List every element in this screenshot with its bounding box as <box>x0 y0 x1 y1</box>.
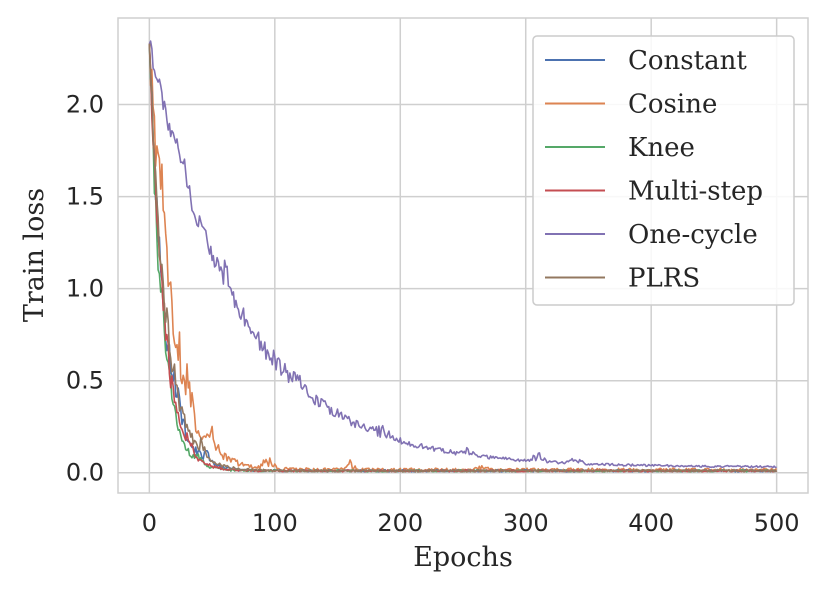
x-axis-label: Epochs <box>413 542 513 573</box>
series-lines <box>148 40 778 473</box>
y-axis-label: Train loss <box>19 188 50 322</box>
series-line-plrs <box>148 43 778 473</box>
y-tick-label: 1.0 <box>66 275 104 303</box>
legend-label: One-cycle <box>628 220 758 250</box>
plot-frame <box>117 17 809 494</box>
x-tick-label: 500 <box>754 509 800 537</box>
legend-label: Cosine <box>628 90 717 120</box>
x-tick-label: 400 <box>628 509 674 537</box>
series-line-cosine <box>148 43 778 473</box>
x-tick-label: 200 <box>377 509 423 537</box>
y-ticks: 0.0 0.5 1.0 1.5 2.0 <box>66 91 104 487</box>
y-tick-label: 0.0 <box>66 459 104 487</box>
legend: Constant Cosine Knee Multi-step One-cycle PLR… <box>532 35 795 306</box>
x-tick-label: 100 <box>252 509 298 537</box>
legend-label: Knee <box>628 133 695 163</box>
legend-label: Multi-step <box>628 177 763 207</box>
y-tick-label: 2.0 <box>66 91 104 119</box>
x-tick-label: 300 <box>503 509 549 537</box>
x-tick-label: 0 <box>142 509 157 537</box>
y-tick-label: 0.5 <box>66 367 104 395</box>
legend-label: Constant <box>628 46 747 76</box>
x-ticks: 0 100 200 300 400 500 <box>142 509 800 537</box>
series-line-one-cycle <box>148 40 777 469</box>
legend-label: PLRS <box>628 264 700 294</box>
y-tick-label: 1.5 <box>66 183 104 211</box>
